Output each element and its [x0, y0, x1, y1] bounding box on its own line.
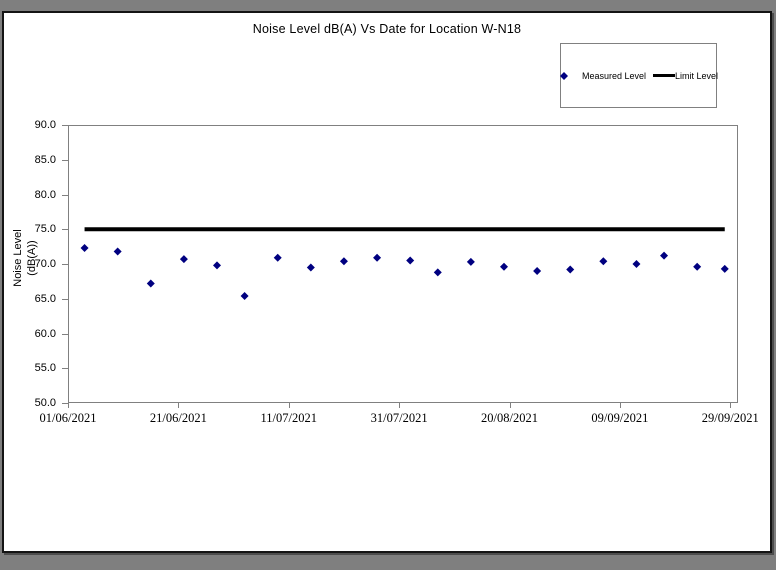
- y-tick-label: 70.0: [34, 258, 56, 270]
- plot-area: [68, 125, 738, 403]
- measured-point-marker: [660, 251, 669, 260]
- y-tick-label: 75.0: [34, 223, 56, 236]
- legend-diamond-shape: [559, 71, 568, 80]
- y-tick-mark: [62, 159, 68, 161]
- legend-limit-line-icon: [653, 74, 676, 77]
- legend-measured-diamond-icon: [559, 71, 568, 80]
- measured-point-marker: [433, 268, 442, 277]
- measured-point-marker: [273, 253, 282, 262]
- measured-point-marker: [80, 244, 89, 253]
- y-tick-mark: [62, 298, 68, 300]
- x-tick-label: 29/09/2021: [701, 411, 759, 425]
- measured-point-marker: [693, 262, 702, 271]
- y-tick-label: 85.0: [34, 153, 56, 166]
- legend-measured-label: Measured Level: [581, 70, 647, 81]
- chart-canvas: Noise Level dB(A) Vs Date for Location W…: [2, 11, 772, 553]
- y-tick-label: 65.0: [34, 292, 56, 305]
- y-tick-mark: [62, 368, 68, 370]
- measured-point-marker: [720, 264, 729, 273]
- y-tick-mark: [62, 403, 68, 404]
- measured-point-marker: [179, 255, 188, 264]
- y-tick-label: 90.0: [34, 119, 56, 131]
- plot-series-layer: [80, 227, 729, 300]
- x-tick-label: 21/06/2021: [149, 411, 207, 425]
- x-tick-label: 20/08/2021: [481, 411, 538, 425]
- x-tick-label: 11/07/2021: [260, 411, 317, 425]
- measured-point-marker: [632, 260, 641, 268]
- measured-point-marker: [466, 257, 475, 266]
- x-tick-mark: [178, 403, 180, 408]
- measured-point-marker: [213, 261, 222, 270]
- measured-point-marker: [146, 279, 155, 288]
- x-tick-label: 01/06/2021: [39, 411, 97, 425]
- legend-limit-label: Limit Level: [675, 70, 719, 81]
- x-tick-label: 31/07/2021: [370, 411, 428, 425]
- measured-point-marker: [406, 256, 415, 265]
- y-tick-label: 80.0: [34, 188, 56, 201]
- measured-point-marker: [339, 257, 348, 266]
- measured-point-marker: [499, 262, 508, 271]
- x-tick-mark: [509, 403, 511, 408]
- chart-title: Noise Level dB(A) Vs Date for Location W…: [252, 22, 522, 36]
- y-tick-mark: [62, 125, 68, 126]
- legend: Measured Level Limit Level: [559, 43, 719, 108]
- y-tick-mark: [62, 194, 68, 196]
- x-tick-mark: [68, 403, 69, 408]
- y-tick-label: 55.0: [34, 362, 56, 375]
- measured-point-marker: [306, 263, 315, 272]
- x-tick-mark: [288, 403, 290, 408]
- measured-point-marker: [599, 257, 608, 266]
- measured-point-marker: [566, 265, 575, 274]
- x-tick-mark: [619, 403, 621, 408]
- measured-point-marker: [373, 253, 382, 262]
- y-tick-mark: [62, 229, 68, 231]
- x-tick-mark: [399, 403, 401, 408]
- y-tick-label: 50.0: [34, 397, 56, 409]
- measured-point-marker: [240, 291, 249, 300]
- x-tick-label: 09/09/2021: [591, 411, 649, 425]
- y-tick-label: 60.0: [34, 327, 56, 340]
- measured-point-marker: [113, 247, 122, 256]
- y-tick-mark: [62, 264, 68, 265]
- y-tick-mark: [62, 333, 68, 335]
- measured-point-marker: [533, 266, 542, 275]
- x-tick-mark: [730, 403, 732, 408]
